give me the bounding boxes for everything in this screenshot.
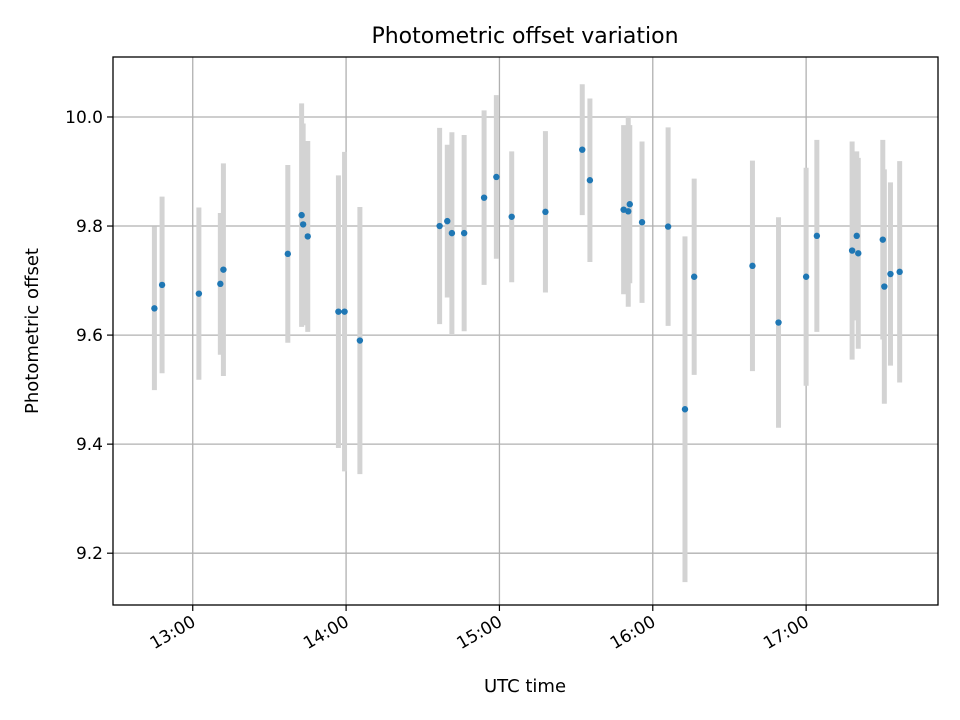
data-point [775,319,782,326]
data-point [855,250,862,257]
y-tick-label: 9.8 [76,217,103,237]
data-point [802,273,810,280]
data-point [480,194,488,201]
data-point [813,232,821,240]
data-point [299,221,307,228]
data-point [579,146,586,153]
data-point [896,268,903,276]
data-point [444,217,451,225]
data-point [690,273,698,280]
data-points [151,146,903,413]
data-point [158,281,166,289]
data-point [848,247,856,254]
data-point [881,283,888,290]
y-axis-ticks: 9.2 9.4 9.6 9.8 10.0 [65,108,113,564]
data-point [298,211,305,219]
y-axis-label: Photometric offset [22,248,43,414]
data-point [638,219,646,226]
data-point [681,406,689,413]
data-point [853,232,860,240]
y-tick-label: 10.0 [65,108,103,128]
data-point [664,223,672,230]
data-point [460,229,468,237]
data-point [625,208,632,215]
chart-title: Photometric offset variation [371,24,678,49]
data-point [749,262,756,270]
data-point [879,236,886,243]
data-point [508,213,515,220]
data-point [304,233,311,240]
data-point [284,250,292,258]
data-point [436,222,443,230]
data-point [220,266,227,273]
data-point [341,308,348,315]
plot-area-frame [112,56,939,606]
data-point [493,173,500,181]
data-point [448,229,456,237]
data-point [542,208,549,216]
data-point [887,270,894,278]
data-point [195,290,203,297]
y-tick-label: 9.6 [76,326,103,346]
x-axis-label: UTC time [484,676,566,697]
data-point [151,305,158,312]
data-point [356,337,364,344]
data-point [626,201,633,208]
y-tick-label: 9.2 [76,544,103,564]
data-point [335,308,342,315]
y-tick-label: 9.4 [76,435,103,455]
data-point [586,177,594,184]
data-point [217,280,224,288]
